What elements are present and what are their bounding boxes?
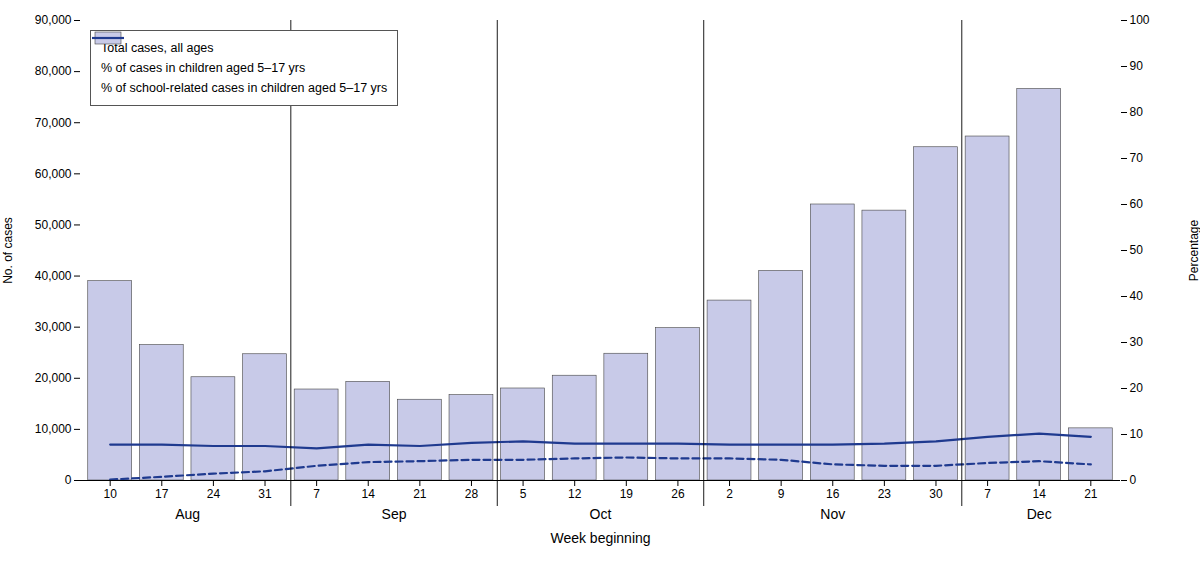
svg-text:80: 80 xyxy=(1130,105,1144,119)
svg-text:90,000: 90,000 xyxy=(35,13,72,27)
svg-text:21: 21 xyxy=(1084,487,1098,501)
svg-text:Percentage: Percentage xyxy=(1187,219,1200,281)
svg-text:80,000: 80,000 xyxy=(35,64,72,78)
svg-text:31: 31 xyxy=(258,487,272,501)
svg-text:30: 30 xyxy=(929,487,943,501)
svg-text:9: 9 xyxy=(778,487,785,501)
svg-text:14: 14 xyxy=(1033,487,1047,501)
svg-text:7: 7 xyxy=(984,487,991,501)
svg-text:0: 0 xyxy=(65,473,72,487)
svg-text:19: 19 xyxy=(620,487,634,501)
svg-text:21: 21 xyxy=(413,487,427,501)
svg-text:20,000: 20,000 xyxy=(35,371,72,385)
svg-text:12: 12 xyxy=(568,487,582,501)
svg-text:30: 30 xyxy=(1130,335,1144,349)
svg-text:Sep: Sep xyxy=(382,506,407,522)
svg-text:16: 16 xyxy=(826,487,840,501)
svg-text:70: 70 xyxy=(1130,151,1144,165)
svg-text:5: 5 xyxy=(520,487,527,501)
html-text:% of school-related cases in c: % of school-related cases in children ag… xyxy=(101,81,388,95)
html-text:Total cases, all ages: Total cases, all ages xyxy=(101,41,214,55)
svg-text:26: 26 xyxy=(671,487,685,501)
svg-text:Dec: Dec xyxy=(1027,506,1052,522)
svg-text:7: 7 xyxy=(313,487,320,501)
svg-text:50: 50 xyxy=(1130,243,1144,257)
svg-text:Oct: Oct xyxy=(590,506,612,522)
svg-text:70,000: 70,000 xyxy=(35,116,72,130)
svg-text:Nov: Nov xyxy=(820,506,845,522)
html-text:% of cases in children aged 5–: % of cases in children aged 5–17 yrs xyxy=(101,61,306,75)
svg-text:No. of cases: No. of cases xyxy=(1,217,15,284)
svg-text:30,000: 30,000 xyxy=(35,320,72,334)
svg-text:100: 100 xyxy=(1130,13,1150,27)
svg-text:40: 40 xyxy=(1130,289,1144,303)
svg-text:60,000: 60,000 xyxy=(35,167,72,181)
svg-text:10,000: 10,000 xyxy=(35,422,72,436)
svg-text:2: 2 xyxy=(726,487,733,501)
svg-text:Aug: Aug xyxy=(175,506,200,522)
svg-text:28: 28 xyxy=(465,487,479,501)
svg-text:60: 60 xyxy=(1130,197,1144,211)
svg-text:50,000: 50,000 xyxy=(35,218,72,232)
svg-text:10: 10 xyxy=(103,487,117,501)
svg-text:10: 10 xyxy=(1130,427,1144,441)
svg-text:24: 24 xyxy=(207,487,221,501)
svg-text:Week beginning: Week beginning xyxy=(550,530,650,546)
svg-text:40,000: 40,000 xyxy=(35,269,72,283)
svg-text:14: 14 xyxy=(362,487,376,501)
svg-text:17: 17 xyxy=(155,487,169,501)
svg-text:20: 20 xyxy=(1130,381,1144,395)
svg-text:23: 23 xyxy=(878,487,892,501)
svg-text:90: 90 xyxy=(1130,59,1144,73)
svg-text:0: 0 xyxy=(1130,473,1137,487)
